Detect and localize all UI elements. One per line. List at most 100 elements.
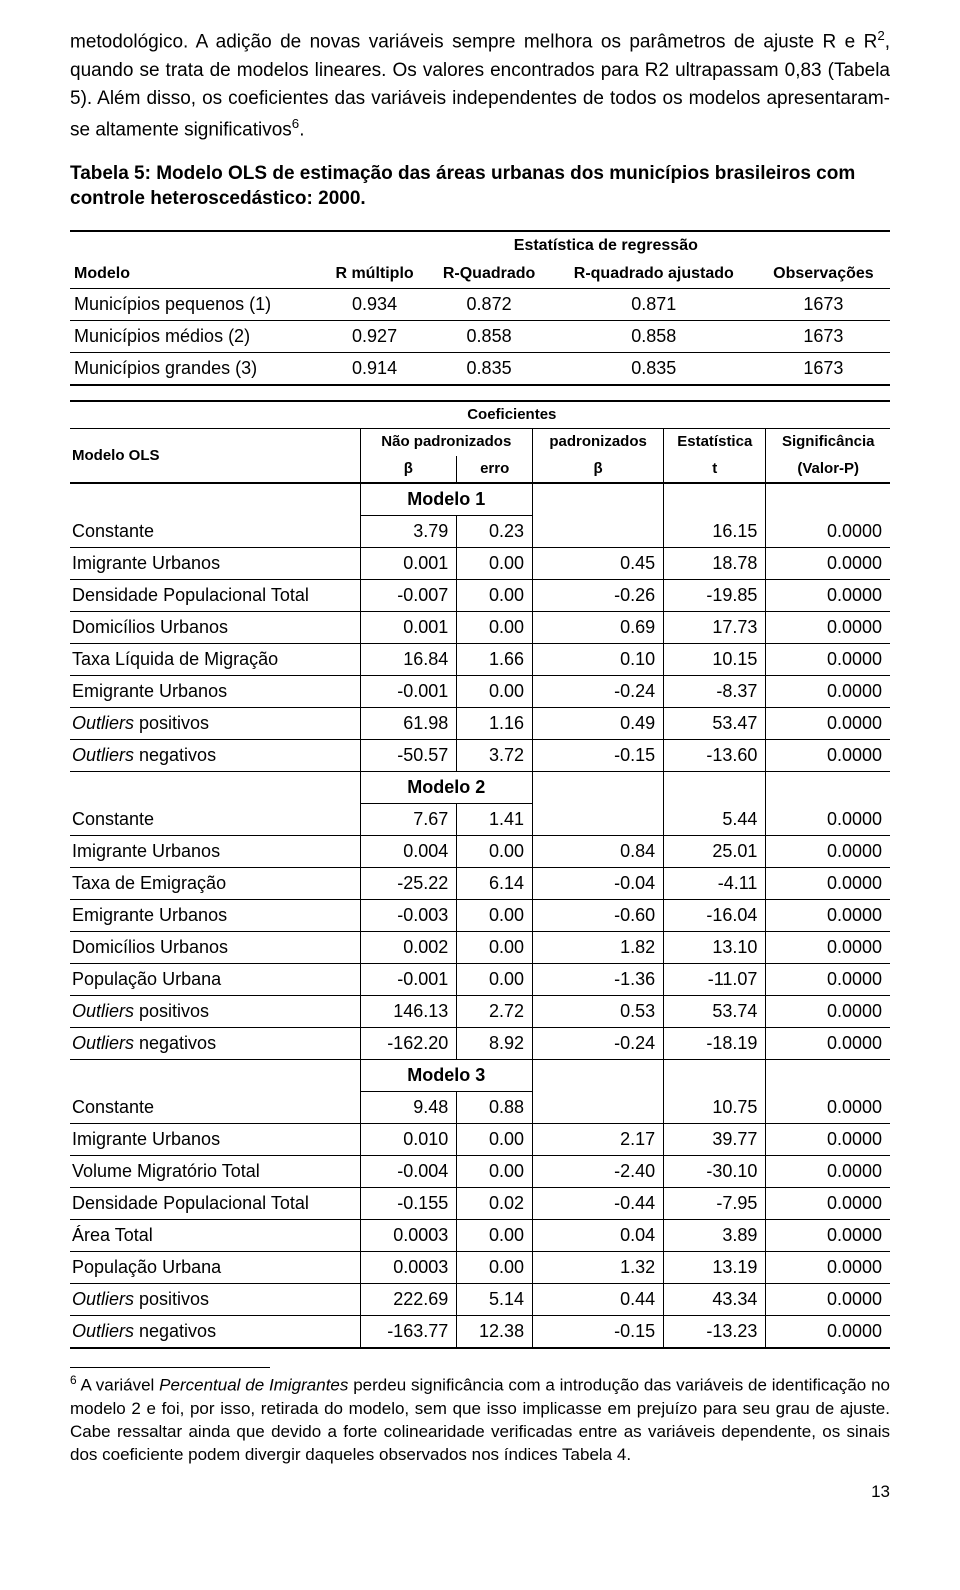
t2-h-stat: Estatística bbox=[664, 429, 766, 456]
coef-t: -11.07 bbox=[664, 964, 766, 996]
coef-bstd: -0.15 bbox=[533, 1316, 664, 1349]
coef-bstd: 0.04 bbox=[533, 1220, 664, 1252]
coef-err: 0.00 bbox=[457, 932, 533, 964]
t1-rm: 0.934 bbox=[322, 288, 428, 320]
model-title: Modelo 2 bbox=[360, 772, 533, 804]
t2-h-beta: β bbox=[360, 456, 457, 484]
coef-var: Outliers positivos bbox=[70, 1284, 360, 1316]
coef-row: Imigrante Urbanos0.0040.000.8425.010.000… bbox=[70, 836, 890, 868]
coef-b: 0.0003 bbox=[360, 1252, 457, 1284]
coef-bstd: 1.82 bbox=[533, 932, 664, 964]
t1-h-r2: R-Quadrado bbox=[427, 260, 550, 289]
coef-b: -0.004 bbox=[360, 1156, 457, 1188]
coef-bstd bbox=[533, 1092, 664, 1124]
coef-var: Imigrante Urbanos bbox=[70, 548, 360, 580]
coef-bstd: -2.40 bbox=[533, 1156, 664, 1188]
coef-row: Outliers negativos-163.7712.38-0.15-13.2… bbox=[70, 1316, 890, 1349]
coef-p: 0.0000 bbox=[766, 1188, 890, 1220]
coef-b: -25.22 bbox=[360, 868, 457, 900]
coef-row: Constante3.790.2316.150.0000 bbox=[70, 516, 890, 548]
coef-err: 2.72 bbox=[457, 996, 533, 1028]
coef-bstd: 0.10 bbox=[533, 644, 664, 676]
coef-var: População Urbana bbox=[70, 964, 360, 996]
t2-h-p: (Valor-P) bbox=[766, 456, 890, 484]
coef-p: 0.0000 bbox=[766, 1284, 890, 1316]
coef-bstd: -1.36 bbox=[533, 964, 664, 996]
coef-p: 0.0000 bbox=[766, 580, 890, 612]
t1-row: Municípios grandes (3)0.9140.8350.835167… bbox=[70, 352, 890, 385]
coef-var: Emigrante Urbanos bbox=[70, 676, 360, 708]
coef-err: 0.00 bbox=[457, 900, 533, 932]
coef-p: 0.0000 bbox=[766, 516, 890, 548]
coef-p: 0.0000 bbox=[766, 740, 890, 772]
coef-bstd: -0.44 bbox=[533, 1188, 664, 1220]
coef-bstd: -0.04 bbox=[533, 868, 664, 900]
coef-b: 0.0003 bbox=[360, 1220, 457, 1252]
coef-p: 0.0000 bbox=[766, 1124, 890, 1156]
coef-b: -0.001 bbox=[360, 964, 457, 996]
coef-b: 7.67 bbox=[360, 804, 457, 836]
coef-err: 0.00 bbox=[457, 964, 533, 996]
page-number: 13 bbox=[70, 1479, 890, 1505]
coef-var: Emigrante Urbanos bbox=[70, 900, 360, 932]
t1-obs: 1673 bbox=[757, 288, 890, 320]
coef-p: 0.0000 bbox=[766, 1156, 890, 1188]
coef-err: 5.14 bbox=[457, 1284, 533, 1316]
coef-row: Taxa de Emigração-25.226.14-0.04-4.110.0… bbox=[70, 868, 890, 900]
table-caption: Tabela 5: Modelo OLS de estimação das ár… bbox=[70, 161, 890, 212]
coef-var: Taxa Líquida de Migração bbox=[70, 644, 360, 676]
t1-r2a: 0.835 bbox=[551, 352, 757, 385]
coef-b: 3.79 bbox=[360, 516, 457, 548]
coef-b: 0.002 bbox=[360, 932, 457, 964]
coef-p: 0.0000 bbox=[766, 1028, 890, 1060]
t1-rm: 0.927 bbox=[322, 320, 428, 352]
coef-bstd: 0.53 bbox=[533, 996, 664, 1028]
coef-bstd: 1.32 bbox=[533, 1252, 664, 1284]
coef-b: 0.001 bbox=[360, 548, 457, 580]
model-title: Modelo 1 bbox=[360, 483, 533, 516]
coef-err: 0.02 bbox=[457, 1188, 533, 1220]
coef-var: Imigrante Urbanos bbox=[70, 836, 360, 868]
coef-p: 0.0000 bbox=[766, 932, 890, 964]
coef-p: 0.0000 bbox=[766, 996, 890, 1028]
coef-bstd: -0.26 bbox=[533, 580, 664, 612]
coef-p: 0.0000 bbox=[766, 548, 890, 580]
coef-row: Volume Migratório Total-0.0040.00-2.40-3… bbox=[70, 1156, 890, 1188]
model-header-row: Modelo 3 bbox=[70, 1060, 890, 1092]
coef-t: 18.78 bbox=[664, 548, 766, 580]
coef-row: Outliers negativos-50.573.72-0.15-13.600… bbox=[70, 740, 890, 772]
coef-t: 13.19 bbox=[664, 1252, 766, 1284]
t1-label: Municípios pequenos (1) bbox=[70, 288, 322, 320]
coef-b: -163.77 bbox=[360, 1316, 457, 1349]
coef-t: 17.73 bbox=[664, 612, 766, 644]
coef-t: 53.74 bbox=[664, 996, 766, 1028]
coef-p: 0.0000 bbox=[766, 1252, 890, 1284]
coef-row: Domicílios Urbanos0.0010.000.6917.730.00… bbox=[70, 612, 890, 644]
coef-t: -19.85 bbox=[664, 580, 766, 612]
coef-b: -0.003 bbox=[360, 900, 457, 932]
coef-var: Domicílios Urbanos bbox=[70, 612, 360, 644]
coef-p: 0.0000 bbox=[766, 1092, 890, 1124]
coef-err: 0.00 bbox=[457, 548, 533, 580]
coef-t: -8.37 bbox=[664, 676, 766, 708]
coef-p: 0.0000 bbox=[766, 612, 890, 644]
para-text: metodológico. A adição de novas variávei… bbox=[70, 31, 877, 52]
coef-b: -0.007 bbox=[360, 580, 457, 612]
coef-bstd: 0.45 bbox=[533, 548, 664, 580]
coef-var: Outliers negativos bbox=[70, 1316, 360, 1349]
coef-var: Constante bbox=[70, 804, 360, 836]
coef-row: Densidade Populacional Total-0.1550.02-0… bbox=[70, 1188, 890, 1220]
coef-t: 10.75 bbox=[664, 1092, 766, 1124]
coef-var: Taxa de Emigração bbox=[70, 868, 360, 900]
coef-p: 0.0000 bbox=[766, 676, 890, 708]
footnote-separator bbox=[70, 1367, 270, 1368]
coef-p: 0.0000 bbox=[766, 964, 890, 996]
t1-obs: 1673 bbox=[757, 320, 890, 352]
coef-b: 0.001 bbox=[360, 612, 457, 644]
coef-var: Outliers positivos bbox=[70, 996, 360, 1028]
para-text: . bbox=[299, 119, 304, 140]
coef-var: Densidade Populacional Total bbox=[70, 580, 360, 612]
coef-row: Imigrante Urbanos0.0010.000.4518.780.000… bbox=[70, 548, 890, 580]
coef-var: Constante bbox=[70, 516, 360, 548]
coef-err: 1.41 bbox=[457, 804, 533, 836]
